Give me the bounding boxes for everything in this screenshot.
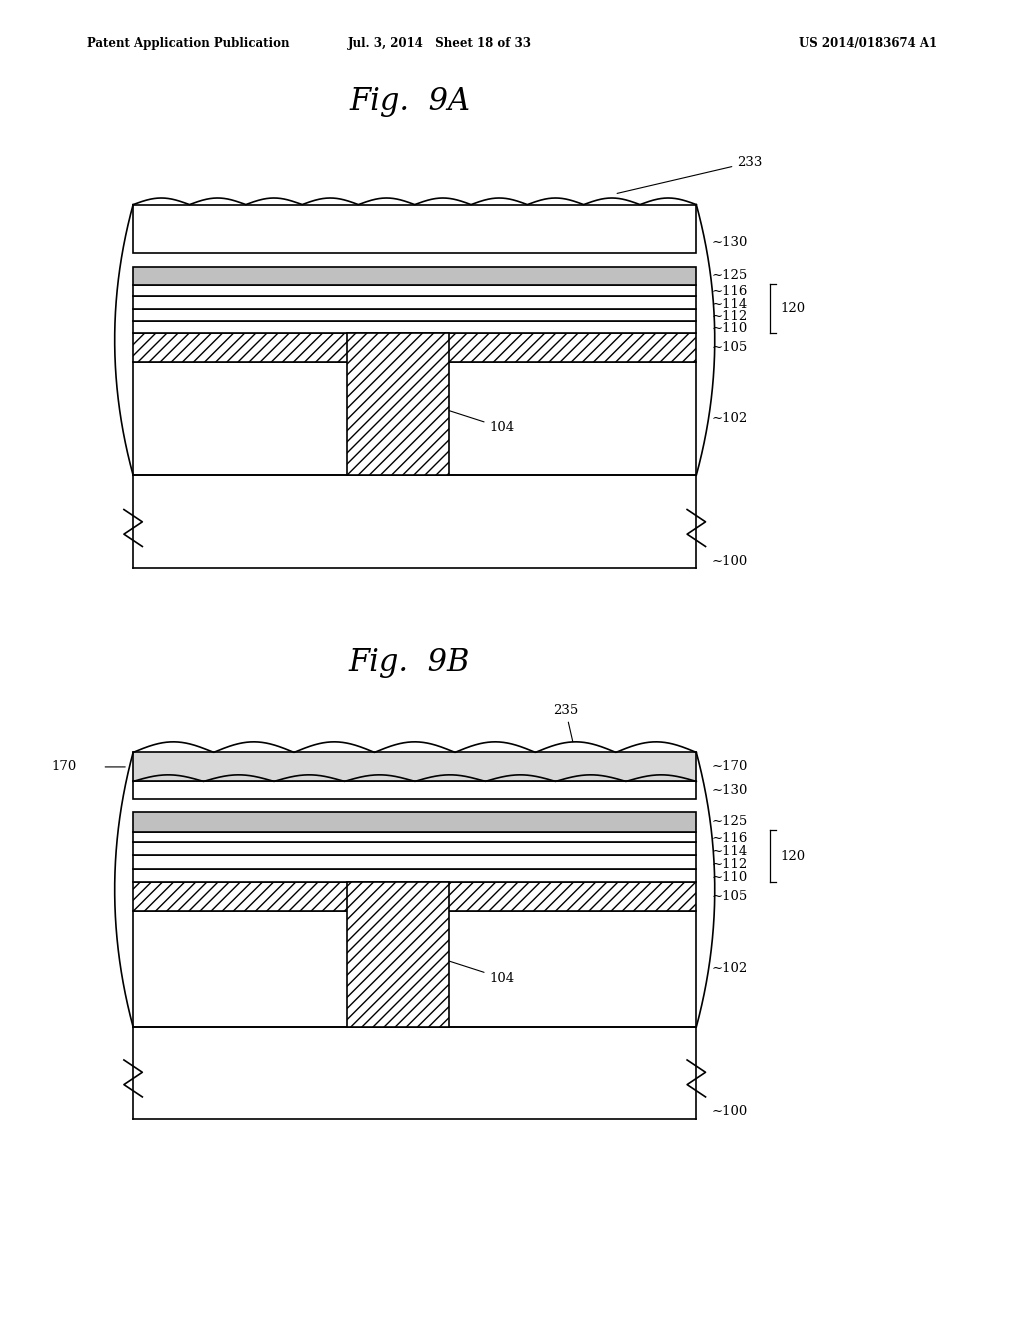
Bar — [133, 781, 696, 799]
Text: ∼105: ∼105 — [712, 890, 748, 903]
Text: Patent Application Publication: Patent Application Publication — [87, 37, 290, 50]
Text: ∼130: ∼130 — [712, 236, 749, 248]
Text: ∼116: ∼116 — [712, 832, 749, 845]
Bar — [133, 296, 696, 309]
Bar — [133, 333, 696, 362]
Bar — [347, 882, 449, 1027]
Bar — [133, 812, 696, 832]
Text: ∼100: ∼100 — [712, 554, 748, 568]
Bar — [133, 869, 696, 882]
Text: ∼100: ∼100 — [712, 1105, 748, 1118]
Bar — [133, 362, 696, 475]
Bar — [133, 205, 696, 253]
Text: ∼116: ∼116 — [712, 285, 749, 298]
Bar — [133, 267, 696, 285]
Bar — [133, 855, 696, 869]
Text: ∼110: ∼110 — [712, 871, 748, 884]
Text: 233: 233 — [617, 156, 763, 194]
Text: 104: 104 — [431, 956, 515, 985]
Bar — [133, 911, 696, 1027]
Text: ∼114: ∼114 — [712, 845, 748, 858]
Bar — [133, 285, 696, 296]
Text: ∼125: ∼125 — [712, 269, 748, 282]
Text: 235: 235 — [553, 704, 579, 742]
Text: US 2014/0183674 A1: US 2014/0183674 A1 — [799, 37, 937, 50]
Text: Fig.  9A: Fig. 9A — [349, 86, 470, 116]
Text: ∼110: ∼110 — [712, 322, 748, 335]
Text: ∼114: ∼114 — [712, 298, 748, 312]
Bar — [133, 321, 696, 333]
Bar — [133, 752, 696, 781]
Text: ∼102: ∼102 — [712, 962, 748, 975]
Text: ∼105: ∼105 — [712, 341, 748, 354]
Text: Fig.  9B: Fig. 9B — [349, 647, 470, 677]
Text: 120: 120 — [780, 302, 806, 314]
Text: 170: 170 — [51, 760, 77, 774]
Text: 120: 120 — [780, 850, 806, 862]
Bar — [347, 333, 449, 475]
Text: ∼112: ∼112 — [712, 858, 748, 871]
Text: ∼125: ∼125 — [712, 816, 748, 828]
Text: ∼112: ∼112 — [712, 310, 748, 323]
Text: ∼130: ∼130 — [712, 784, 749, 796]
Bar — [133, 309, 696, 321]
Bar — [133, 832, 696, 842]
Text: ∼170: ∼170 — [712, 760, 749, 774]
Bar — [133, 882, 696, 911]
Bar — [133, 842, 696, 855]
Text: ∼102: ∼102 — [712, 412, 748, 425]
Text: 104: 104 — [431, 405, 515, 434]
Text: Jul. 3, 2014   Sheet 18 of 33: Jul. 3, 2014 Sheet 18 of 33 — [348, 37, 532, 50]
